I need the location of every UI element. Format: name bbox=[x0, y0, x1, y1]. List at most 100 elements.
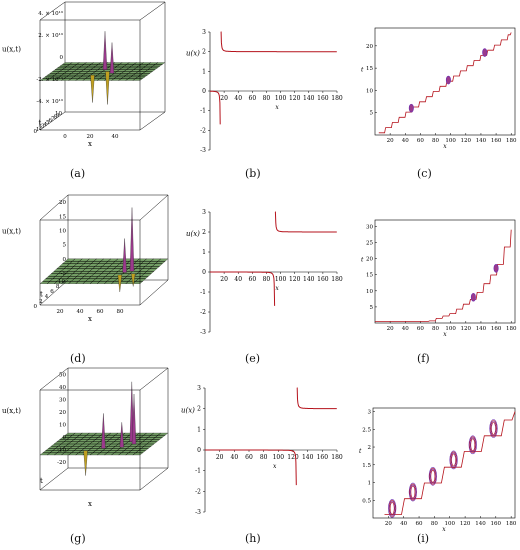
t-tick-label: 4 bbox=[45, 294, 49, 300]
loop-marker bbox=[450, 451, 458, 469]
loop-marker bbox=[468, 435, 477, 455]
x-tick-label: 20 bbox=[220, 276, 228, 283]
x-tick-label: 20 bbox=[220, 95, 228, 102]
line-plot-b: 20 40 60 80 100 120 140 160 180 3 2 1 0 -1 -2 -3 x u(x) bbox=[186, 29, 343, 154]
panel-i: 20 40 60 80 100 120 140 160 180 3 2.5 2 1.5 1 0.5 x t (i… bbox=[345, 370, 520, 550]
x-tick-label: 160 bbox=[491, 326, 502, 332]
t-axis-label: t bbox=[39, 119, 42, 127]
x-tick-label: 60 bbox=[245, 454, 253, 461]
z-tick-label: -10 bbox=[57, 447, 66, 453]
x-tick-label: 120 bbox=[461, 326, 472, 332]
x-tick-label: 40 bbox=[77, 309, 84, 315]
z-tick-label: -4. × 10¹³ bbox=[36, 98, 63, 105]
z-tick-label: -5 bbox=[61, 271, 67, 277]
caption-b: (b) bbox=[245, 167, 261, 180]
z-axis-label: u(x,t) bbox=[2, 407, 21, 415]
box-edge bbox=[39, 194, 69, 221]
box-edge bbox=[139, 111, 166, 131]
panel-e: 20 40 60 80 100 120 140 160 180 3 2 1 0 -1 -2 -3 x u(x) (… bbox=[175, 190, 345, 365]
panel-c: 20 40 60 80 100 120 140 160 180 20 15 10 5 x t (c) bbox=[345, 0, 520, 180]
surface-grid bbox=[132, 258, 162, 284]
line-plot-h: 20 40 60 80 100 120 140 160 180 3 2 1 0 -1 -2 -3 x u(x) bbox=[181, 385, 343, 516]
y-tick-label: -3 bbox=[195, 509, 201, 516]
loop-marker bbox=[490, 421, 497, 436]
x-tick-label: 140 bbox=[303, 276, 315, 283]
y-tick-label: 3 bbox=[202, 29, 206, 36]
x-tick-label: 120 bbox=[287, 454, 299, 461]
panel-f: 20 40 60 80 100 120 140 160 180 30 25 20 15 10 5 x t (f) bbox=[345, 190, 520, 365]
plot-frame bbox=[374, 219, 516, 324]
surface-spike bbox=[102, 31, 108, 70]
surface-grid bbox=[104, 432, 133, 456]
x-tick-label: 40 bbox=[402, 138, 409, 144]
x-tick-label: 80 bbox=[263, 276, 271, 283]
loop-marker bbox=[408, 103, 414, 113]
y-tick-label: 5 bbox=[370, 305, 374, 311]
x-axis-label: x bbox=[273, 463, 277, 470]
curve-right-branch bbox=[274, 211, 337, 233]
surface-spike bbox=[105, 71, 110, 105]
y-tick-label: -3 bbox=[200, 329, 206, 336]
x-tick-label: 40 bbox=[112, 134, 119, 140]
x-tick-label: 160 bbox=[317, 276, 329, 283]
loop-marker bbox=[450, 452, 457, 468]
y-tick-label: -2 bbox=[200, 309, 206, 316]
z-tick-label: 4. × 10¹³ bbox=[38, 10, 63, 17]
x-tick-label: 120 bbox=[461, 138, 472, 144]
x-tick-label: 140 bbox=[476, 326, 487, 332]
x-tick-label: 80 bbox=[117, 309, 124, 315]
x-tick-label: 100 bbox=[275, 95, 287, 102]
plot-frame bbox=[372, 407, 516, 519]
x-tick-label: 60 bbox=[417, 138, 424, 144]
y-tick-label: -3 bbox=[200, 147, 206, 154]
surface-spike bbox=[131, 273, 136, 287]
x-tick-label: 80 bbox=[432, 138, 439, 144]
y-axis-label: t bbox=[359, 448, 362, 455]
x-tick-label: 160 bbox=[491, 521, 502, 527]
x-tick-label: 120 bbox=[460, 521, 471, 527]
loop-marker bbox=[409, 483, 417, 501]
y-tick-label: 2 bbox=[202, 229, 206, 236]
y-tick-label: 2.5 bbox=[362, 427, 371, 433]
surface-grid bbox=[118, 62, 144, 81]
z-tick-label: 20 bbox=[59, 200, 66, 206]
loop-marker bbox=[445, 75, 451, 85]
loop-marker bbox=[489, 419, 498, 438]
loop-marker bbox=[469, 436, 477, 454]
panel-d: 20 15 10 5 0 -5 10 8 6 4 2 0 20 40 60 80 u(x,t) t x (d) bbox=[0, 190, 170, 365]
line-plot-c: 20 40 60 80 100 120 140 160 180 20 15 10 5 x t bbox=[361, 27, 517, 150]
y-tick-label: 10 bbox=[366, 289, 373, 295]
line-plot-i: 20 40 60 80 100 120 140 160 180 3 2.5 2 1.5 1 0.5 x t bbox=[359, 407, 517, 533]
surface-spike bbox=[131, 393, 137, 445]
y-tick-label: 1 bbox=[197, 426, 201, 433]
x-tick-label: 180 bbox=[506, 326, 517, 332]
surface-grid bbox=[89, 258, 119, 284]
surface-grid bbox=[125, 62, 151, 81]
z-tick-label: 10 bbox=[59, 228, 66, 234]
t-tick-label: 4 bbox=[44, 122, 48, 128]
caption-d: (d) bbox=[70, 352, 86, 365]
y-tick-label: 5 bbox=[370, 111, 374, 117]
t-tick-label: 7 bbox=[51, 116, 55, 122]
y-tick-label: 0.5 bbox=[362, 498, 371, 504]
t-tick-label: 1 bbox=[36, 127, 40, 133]
box-edge bbox=[39, 367, 69, 391]
x-tick-label: 80 bbox=[260, 454, 268, 461]
y-tick-label: -2 bbox=[200, 127, 206, 134]
loop-marker bbox=[470, 292, 476, 302]
line-plot-f: 20 40 60 80 100 120 140 160 180 30 25 20 15 10 5 x t bbox=[361, 219, 517, 338]
loop-marker bbox=[388, 499, 397, 518]
x-axis-label: x bbox=[442, 526, 446, 533]
y-tick-label: -1 bbox=[200, 289, 206, 296]
y-axis-label: t bbox=[361, 67, 364, 74]
x-tick-label: 60 bbox=[249, 95, 257, 102]
z-tick-label: 50 bbox=[59, 372, 66, 378]
x-tick-label: 40 bbox=[231, 454, 239, 461]
z-tick-label: 30 bbox=[59, 397, 66, 403]
surface-grid bbox=[132, 432, 162, 456]
x-tick-label: 140 bbox=[475, 521, 486, 527]
x-tick-label: 100 bbox=[275, 276, 287, 283]
z-tick-label: 2. × 10¹³ bbox=[38, 32, 63, 39]
box-edge bbox=[139, 467, 169, 491]
